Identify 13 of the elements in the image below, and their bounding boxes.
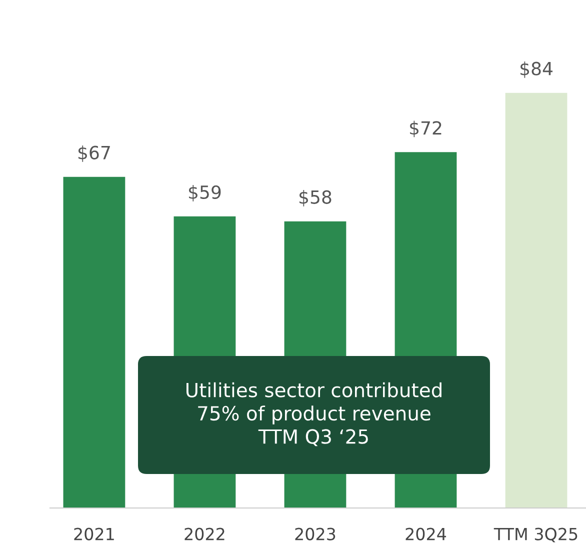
data-label: $72 [410, 120, 442, 138]
x-tick-label: TTM 3Q25 [494, 528, 578, 542]
x-tick-label: 2024 [406, 528, 446, 540]
bar [505, 92, 568, 508]
data-label: $84 [520, 61, 552, 78]
x-tick-label: 2022 [184, 528, 224, 540]
data-label: $67 [78, 145, 110, 162]
annotation: Utilities sector contributed 75% of product revenue TTM Q3 ‘25 [186, 382, 442, 446]
x-tick-label: 2023 [295, 528, 336, 540]
data-label: $58 [300, 190, 332, 206]
data-label: $59 [188, 185, 221, 202]
x-tick-label: 2021 [74, 528, 114, 540]
bar [63, 176, 126, 508]
